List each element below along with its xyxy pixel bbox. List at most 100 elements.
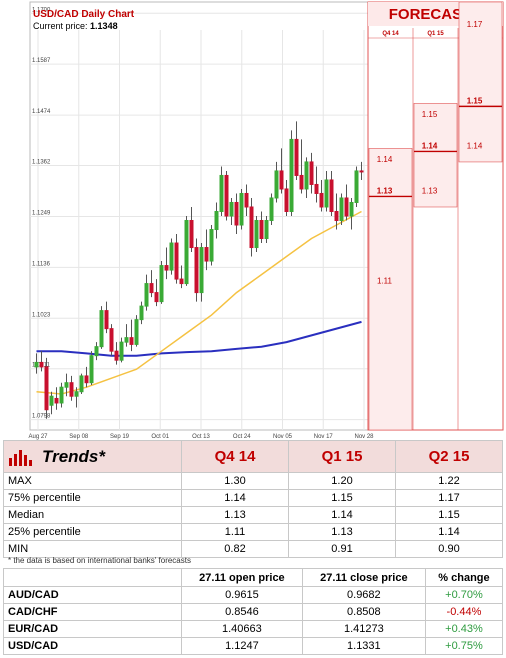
candle-body xyxy=(294,138,299,176)
y-tick-label: 1.1136 xyxy=(32,261,51,267)
trends-cell: 1.14 xyxy=(181,489,289,507)
forecast-value-label: 1.14 xyxy=(422,141,438,150)
candle-body xyxy=(309,161,314,185)
x-axis: Aug 27 Sep 08 Sep 19 Oct 01 Oct 13 Oct 24 Nov … xyxy=(28,434,374,440)
candle-body xyxy=(269,197,274,222)
trends-cell: 1.14 xyxy=(288,506,396,524)
moving-averages xyxy=(36,210,362,395)
candle-body xyxy=(249,206,254,249)
y-tick-label: 1.1362 xyxy=(32,160,51,166)
candle-body xyxy=(89,355,94,384)
pair-name: AUD/CAD xyxy=(3,586,182,604)
forecast-title: FORECASTS xyxy=(389,6,482,23)
trends-row-label: Median xyxy=(3,506,182,524)
trends-row: 25% percentile 1.11 1.13 1.14 xyxy=(3,523,503,541)
candle-body xyxy=(159,265,164,303)
forecast-column-label: Q4 14 xyxy=(382,31,399,37)
forecast-range xyxy=(368,148,413,431)
y-tick-label: 1.1474 xyxy=(32,109,51,115)
forecast-value-label: 1.17 xyxy=(467,20,483,29)
candle-body xyxy=(179,278,184,285)
candle-body xyxy=(219,174,224,212)
forecast-range xyxy=(458,1,503,163)
trends-cell: 0.82 xyxy=(181,540,289,558)
candle-body xyxy=(34,361,39,368)
candle-body xyxy=(39,361,44,368)
trends-cell: 1.15 xyxy=(395,506,503,524)
candle-body xyxy=(79,375,84,393)
pairs-header-blank xyxy=(3,568,182,587)
forecast-value-label: 1.15 xyxy=(422,110,438,119)
trends-cell: 1.13 xyxy=(288,523,396,541)
candle-body xyxy=(84,375,89,384)
candle-body xyxy=(244,192,249,208)
trends-table: Trends* Q4 14 Q1 15 Q2 15 MAX 1.30 1.20 … xyxy=(3,440,503,558)
pair-open: 0.9615 xyxy=(181,586,303,604)
candle-body xyxy=(254,220,259,249)
y-tick-label: 1.1023 xyxy=(32,312,51,318)
trends-row-label: MIN xyxy=(3,540,182,558)
pairs-header-open: 27.11 open price xyxy=(181,568,303,587)
candle-body xyxy=(124,337,129,343)
forecast-value-label: 1.14 xyxy=(467,141,483,150)
candle-body xyxy=(154,292,159,303)
pairs-header-row: 27.11 open price 27.11 close price % cha… xyxy=(3,568,504,587)
candle-body xyxy=(314,183,319,194)
pair-change: -0.44% xyxy=(424,603,504,621)
trends-row-label: 25% percentile xyxy=(3,523,182,541)
trends-row: MAX 1.30 1.20 1.22 xyxy=(3,472,503,490)
candle-body xyxy=(224,174,229,217)
y-tick-label: 1.1587 xyxy=(32,58,51,64)
chart-canvas: 1.1700 1.1587 1.1474 1.1362 1.1249 1.1136 1.10… xyxy=(28,1,504,440)
chart-title: USD/CAD Daily Chart xyxy=(33,9,135,20)
candle-body xyxy=(324,179,329,208)
pair-change: +0.75% xyxy=(424,637,504,655)
trends-cell: 1.15 xyxy=(288,489,396,507)
current-price-value: 1.1348 xyxy=(90,21,118,31)
candle-body xyxy=(149,283,154,294)
candle-body xyxy=(214,210,219,231)
trends-cell: 1.30 xyxy=(181,472,289,490)
candle-body xyxy=(69,382,74,397)
candle-body xyxy=(64,382,69,388)
candle-body xyxy=(44,366,49,411)
pair-open: 0.8546 xyxy=(181,603,303,621)
candle-body xyxy=(169,242,174,271)
current-price-label: Current price: xyxy=(33,21,88,31)
candle-body xyxy=(329,179,334,212)
forecast-value-label: 1.13 xyxy=(377,186,393,195)
x-tick-label: Oct 24 xyxy=(233,434,251,440)
pairs-table: 27.11 open price 27.11 close price % cha… xyxy=(3,568,504,655)
forecast-value-label: 1.14 xyxy=(377,155,393,164)
x-tick-label: Aug 27 xyxy=(28,434,48,440)
pairs-row: AUD/CAD 0.9615 0.9682 +0.70% xyxy=(3,586,504,604)
candle-body xyxy=(54,397,59,404)
forecast-range xyxy=(413,103,458,208)
y-tick-label: 1.1700 xyxy=(32,7,51,13)
pairs-row: CAD/CHF 0.8546 0.8508 -0.44% xyxy=(3,603,504,621)
candle-body xyxy=(49,395,54,406)
candle-body xyxy=(289,138,294,212)
candle-body xyxy=(144,283,149,307)
trends-row-label: 75% percentile xyxy=(3,489,182,507)
candle-body xyxy=(234,201,239,226)
candle-body xyxy=(304,161,309,190)
candle-body xyxy=(239,192,244,226)
trends-cell: 1.17 xyxy=(395,489,503,507)
chart-section: 1.1700 1.1587 1.1474 1.1362 1.1249 1.1136 1.10… xyxy=(28,1,504,440)
trends-cell: 1.13 xyxy=(181,506,289,524)
current-price: Current price: 1.1348 xyxy=(33,21,118,31)
candle-body xyxy=(354,170,359,203)
candle-body xyxy=(129,337,134,345)
candle-body xyxy=(264,220,269,240)
pairs-header-change: % change xyxy=(424,568,504,587)
candle-body xyxy=(284,188,289,212)
trends-title-cell: Trends* xyxy=(3,440,182,473)
candle-body xyxy=(299,174,304,190)
y-tick-label: 1.1249 xyxy=(32,210,51,216)
candle-body xyxy=(359,170,364,173)
x-tick-label: Nov 28 xyxy=(354,434,374,440)
trends-footnote: * the data is based on international ban… xyxy=(8,556,191,565)
trends-row-label: MAX xyxy=(3,472,182,490)
trends-col-q4: Q4 14 xyxy=(181,440,289,473)
